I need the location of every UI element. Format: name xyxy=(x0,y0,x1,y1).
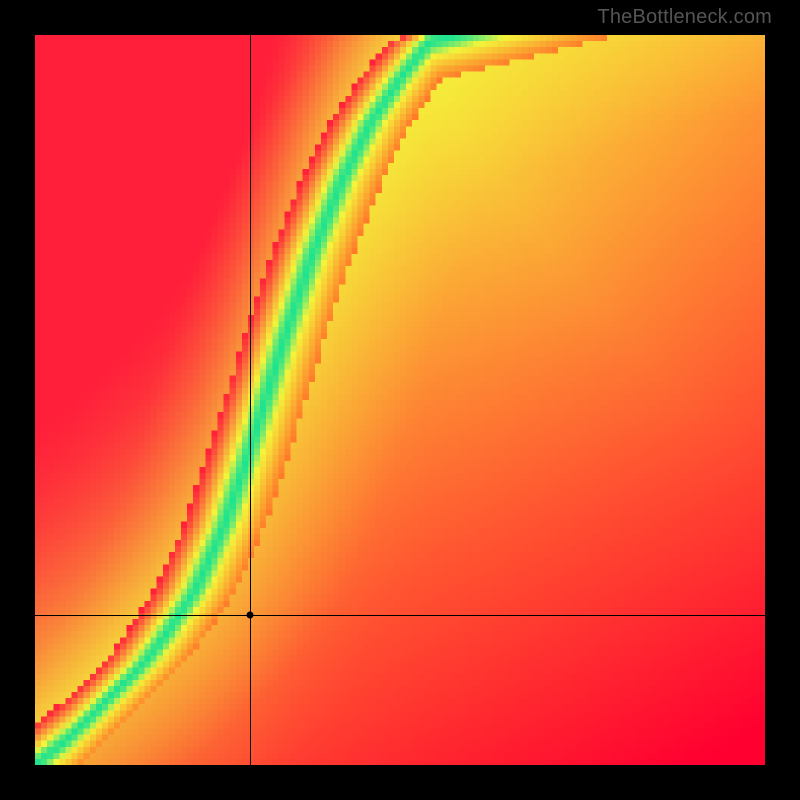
crosshair-horizontal xyxy=(35,615,765,616)
figure-root: TheBottleneck.com xyxy=(0,0,800,800)
crosshair-marker-dot xyxy=(247,612,254,619)
watermark-text: TheBottleneck.com xyxy=(597,6,772,29)
crosshair-vertical xyxy=(250,35,251,765)
plot-area xyxy=(35,35,765,765)
heatmap-canvas xyxy=(35,35,765,765)
